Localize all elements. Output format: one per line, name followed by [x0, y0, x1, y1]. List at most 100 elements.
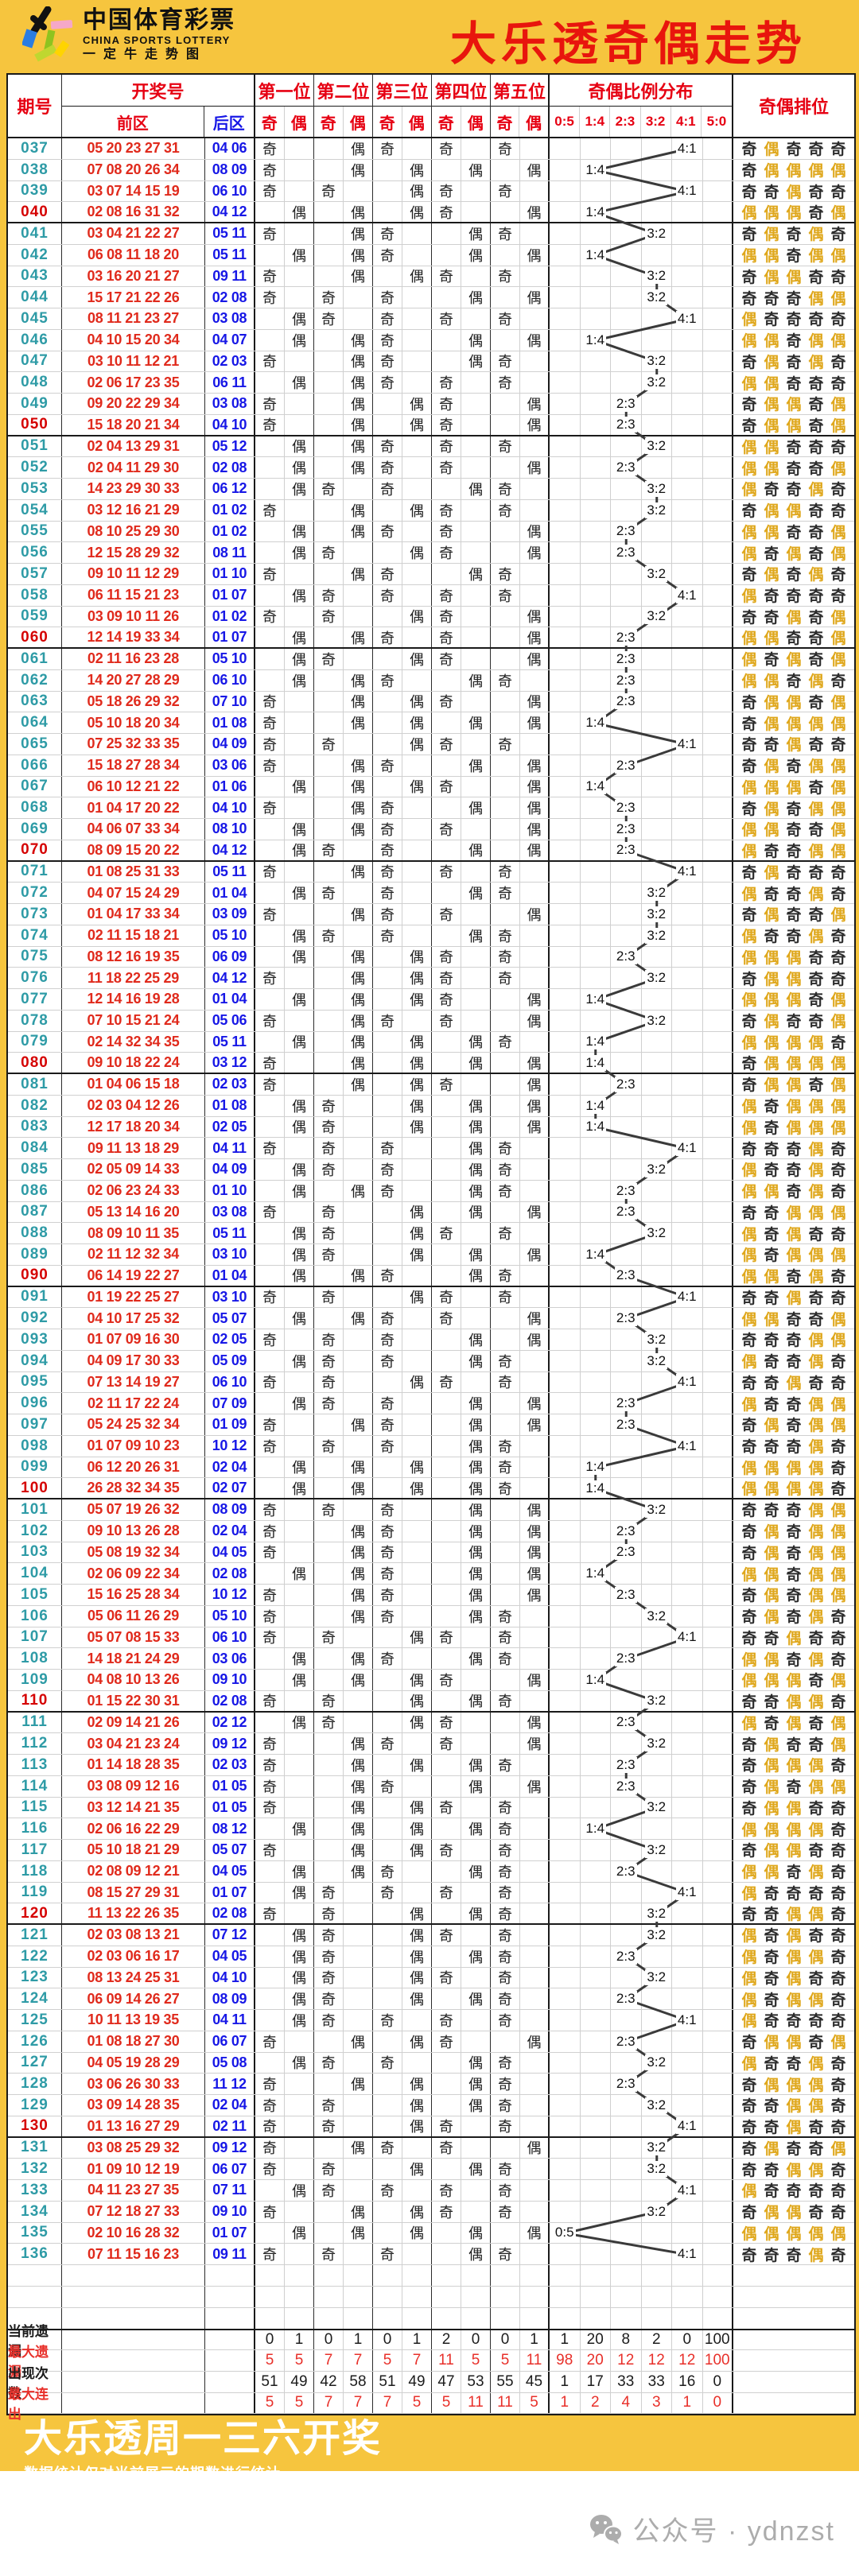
- back-numbers-text: 09 12: [212, 1735, 247, 1752]
- front-numbers: 09 11 13 18 29: [62, 1138, 205, 1158]
- ratio-cell: 1:4: [581, 1053, 611, 1073]
- parity-cell: 偶: [402, 1031, 432, 1053]
- rank-cell: 偶偶偶奇偶: [733, 989, 854, 1010]
- rank-even: 偶: [764, 1758, 779, 1775]
- back-numbers-text: 02 04: [212, 1458, 247, 1475]
- parity-cell: 奇: [373, 1605, 402, 1627]
- ratio-cell: [581, 1797, 611, 1818]
- back-numbers: 05 11: [205, 223, 255, 244]
- period-cell: 060: [8, 627, 62, 647]
- front-numbers-text: 04 06 07 33 34: [87, 821, 180, 837]
- rank-even: 偶: [830, 1524, 846, 1542]
- parity-cell: [314, 1563, 344, 1584]
- back-numbers: 02 04: [205, 1520, 255, 1542]
- rank-odd: 奇: [741, 2119, 757, 2136]
- table-row: 105 15 16 25 28 34 10 12 奇偶奇偶偶 2:3 奇偶奇偶偶: [8, 1585, 854, 1606]
- back-numbers-text: 03 08: [212, 395, 247, 412]
- rank-odd: 奇: [808, 588, 824, 606]
- parity-cell: [520, 2074, 550, 2094]
- parity-cell: [285, 2031, 314, 2052]
- back-numbers-text: 05 11: [212, 225, 247, 242]
- ratio-cell: [550, 351, 581, 372]
- even-mark: 偶: [351, 417, 365, 434]
- ratio-value: 4:1: [675, 1437, 698, 1454]
- ratio-cell: [672, 1670, 703, 1690]
- rank-cell: 奇偶奇偶奇: [733, 1606, 854, 1627]
- parity-cell: 奇: [491, 1223, 520, 1243]
- rank-odd: 奇: [786, 354, 802, 371]
- odd-mark: 奇: [262, 162, 277, 179]
- odd-mark: 奇: [321, 2055, 336, 2072]
- parity-cell: [402, 521, 432, 542]
- parity-cell: 偶: [285, 649, 314, 669]
- parity-cell: 偶: [520, 1585, 550, 1605]
- odd-mark: 奇: [380, 439, 395, 456]
- parity-cell: 偶: [344, 2031, 373, 2052]
- parity-cell: [491, 1393, 520, 1414]
- parity-cell: [373, 1967, 402, 1988]
- parity-cell: 奇: [491, 1605, 520, 1627]
- period-number: 059: [21, 607, 49, 625]
- parity-cell: 偶: [285, 372, 314, 393]
- ratio-cell: [672, 1329, 703, 1350]
- front-numbers-text: 02 06 17 23 35: [87, 374, 180, 390]
- period-cell: 039: [8, 180, 62, 202]
- ratio-cell: [642, 989, 672, 1010]
- rank-odd: 奇: [786, 1141, 802, 1158]
- ratio-cell: [672, 968, 703, 988]
- parity-cell: 偶: [402, 1840, 432, 1860]
- ratio-cell: [550, 1903, 581, 1923]
- parity-cell: [373, 1031, 402, 1053]
- odd-mark: 奇: [262, 716, 277, 732]
- parity-cell: [402, 2307, 432, 2330]
- front-numbers-text: 03 04 21 22 27: [87, 225, 180, 242]
- odd-mark: 奇: [380, 1353, 395, 1370]
- even-mark: 偶: [410, 1290, 424, 1306]
- ratio-cell: [581, 1840, 611, 1860]
- parity-cell: [373, 1670, 402, 1690]
- ratio-cell: [642, 1180, 672, 1201]
- period-number: 134: [21, 2202, 49, 2220]
- ratio-cell: [581, 457, 611, 478]
- rank-cell: 偶偶偶偶奇: [733, 1457, 854, 1478]
- rank-odd: 奇: [830, 2055, 846, 2073]
- parity-cell: 奇: [314, 734, 344, 755]
- rank-cell: 偶偶偶偶奇: [733, 1818, 854, 1839]
- back-numbers: 10 12: [205, 1585, 255, 1605]
- ratio-cell: [581, 1223, 611, 1243]
- front-numbers: 12 14 19 33 34: [62, 627, 205, 647]
- stat-value: 5: [500, 2351, 510, 2368]
- parity-cell: 奇: [491, 1648, 520, 1669]
- parity-cell: [285, 266, 314, 287]
- footer-headline: 大乐透周一三六开奖: [24, 2418, 383, 2461]
- table-row: 075 08 12 16 19 35 06 09 偶偶偶奇奇 2:3 偶偶偶奇奇: [8, 946, 854, 968]
- parity-cell: [344, 1988, 373, 2009]
- stat-back-cell: [205, 2330, 255, 2349]
- even-mark: 偶: [468, 1438, 483, 1455]
- ratio-value: 4:1: [675, 1289, 698, 1305]
- rank-even: 偶: [808, 1588, 824, 1605]
- parity-cell: [314, 1605, 344, 1627]
- rank-even: 偶: [830, 992, 846, 1010]
- ratio-cell: [672, 1733, 703, 1754]
- parity-cell: 偶: [285, 1350, 314, 1371]
- ratio-value: 3:2: [645, 970, 668, 987]
- ratio-cell: [672, 287, 703, 308]
- parity-cell: [520, 1371, 550, 1393]
- parity-cell: 奇: [491, 1903, 520, 1923]
- ratio-cell: [550, 1690, 581, 1711]
- front-numbers: 15 16 25 28 34: [62, 1585, 205, 1605]
- period-cell: 128: [8, 2074, 62, 2094]
- odd-mark: 奇: [498, 949, 512, 966]
- parity-cell: 偶: [285, 2222, 314, 2244]
- header-odd-even: 奇偶: [491, 107, 548, 137]
- period-cell: 054: [8, 499, 62, 521]
- stat-value-cell: 7: [373, 2392, 402, 2414]
- odd-mark: 奇: [321, 1098, 336, 1115]
- table-row: 063 05 18 26 29 32 07 10 奇偶偶奇偶 2:3 奇偶偶奇偶: [8, 691, 854, 713]
- ratio-cell: 1:4: [581, 202, 611, 222]
- parity-cell: 偶: [520, 521, 550, 542]
- back-numbers: 05 11: [205, 861, 255, 883]
- parity-cell: [373, 1755, 402, 1775]
- parity-cell: 奇: [491, 138, 520, 159]
